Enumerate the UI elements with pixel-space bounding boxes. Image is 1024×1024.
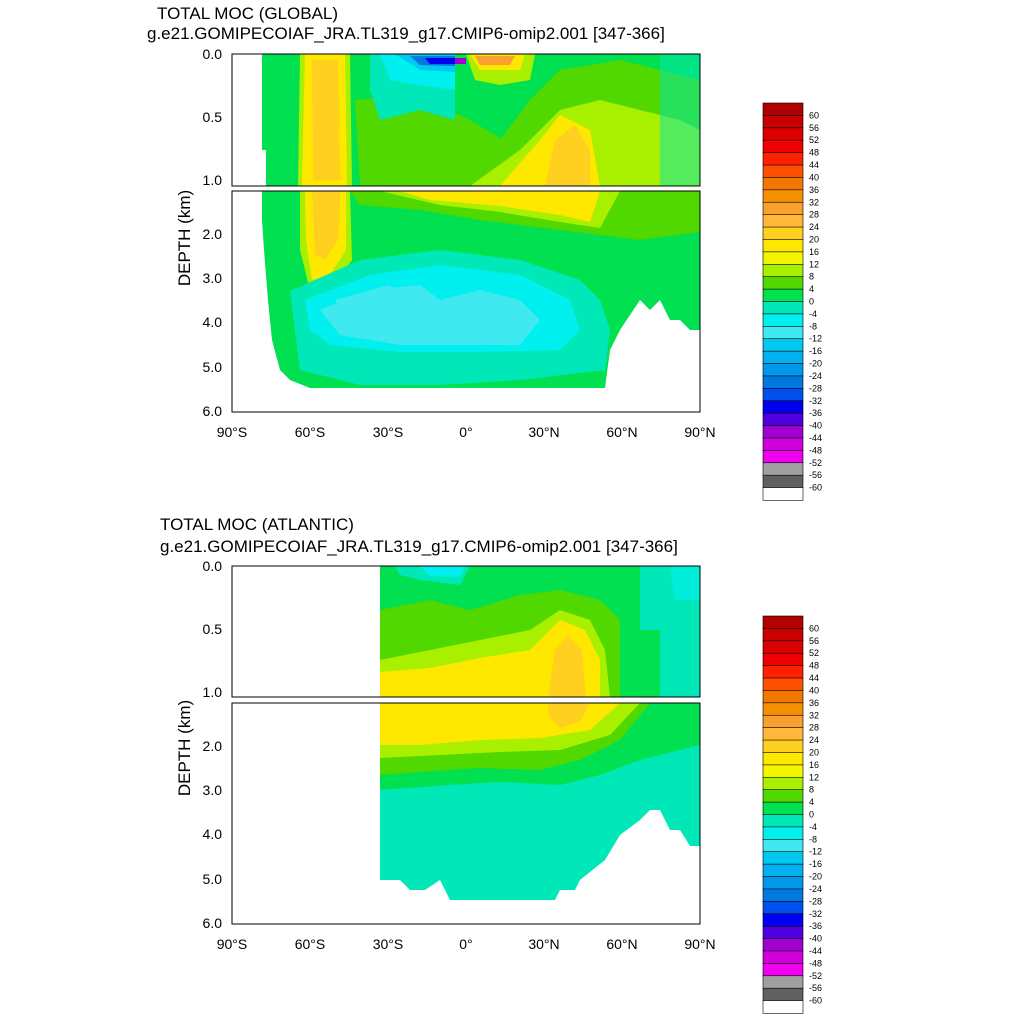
x-tick-label: 60°S (295, 424, 326, 440)
colorbar-swatch (762, 363, 804, 377)
colorbar-label: -16 (809, 346, 822, 356)
colorbar-label: -40 (809, 421, 822, 431)
colorbar-swatch (762, 189, 804, 203)
colorbar-swatch (762, 301, 804, 315)
y-tick-label: 4.0 (203, 314, 223, 330)
colorbar-swatch (762, 276, 804, 290)
colorbar-label: 52 (809, 135, 819, 145)
colorbar-label: 44 (809, 160, 819, 170)
colorbar-swatch (762, 326, 804, 340)
colorbar-label: 28 (809, 210, 819, 220)
colorbar-swatch (762, 437, 804, 451)
colorbar-swatch (762, 226, 804, 241)
y-tick-label: 2.0 (203, 226, 223, 242)
colorbar-label: 60 (809, 110, 819, 120)
colorbar-label: -12 (809, 334, 822, 344)
colorbar-swatch (762, 338, 804, 352)
x-tick-label: 0° (459, 424, 472, 440)
panel-1-title: TOTAL MOC (GLOBAL) (157, 4, 339, 23)
colorbar-swatch (762, 127, 804, 141)
colorbar-swatch (762, 388, 804, 402)
global-upper-fill (232, 54, 700, 186)
x-tick-label: 90°N (684, 424, 715, 440)
y-tick-label: 1.0 (203, 172, 223, 188)
y-axis-label: DEPTH (km) (175, 190, 194, 286)
colorbar-swatch (762, 214, 804, 228)
colorbar-label: -44 (809, 433, 822, 443)
colorbar-label: -28 (809, 383, 822, 393)
y-tick-label: 5.0 (203, 359, 223, 375)
global-axes: 0.0 0.5 1.0 2.0 3.0 4.0 5.0 6.0 90°S 60°… (175, 46, 716, 440)
colorbar-label: 56 (809, 123, 819, 133)
colorbar-swatch (762, 350, 804, 365)
colorbar-swatch (762, 152, 804, 166)
y-tick-label: 3.0 (203, 270, 223, 286)
x-tick-label: 30°N (528, 424, 559, 440)
colorbar-label: -48 (809, 445, 822, 455)
colorbar-swatch (762, 375, 804, 389)
colorbar-swatch (762, 263, 804, 278)
colorbar-swatch (762, 474, 804, 489)
colorbar-label: -4 (809, 309, 817, 319)
colorbar-label: 16 (809, 247, 819, 257)
global-lower-fill (232, 191, 700, 412)
colorbar-label: 40 (809, 172, 819, 182)
colorbar-label: -56 (809, 470, 822, 480)
colorbar-label: -36 (809, 408, 822, 418)
colorbar-swatch (762, 313, 804, 327)
panel-2-subtitle: g.e21.GOMIPECOIAF_JRA.TL319_g17.CMIP6-om… (160, 537, 678, 556)
colorbar-label: -24 (809, 371, 822, 381)
y-tick-label: 0.5 (203, 109, 223, 125)
colorbar-label: -52 (809, 458, 822, 468)
global-colorbar: 60565248444036322824201612840-4-8-12-16-… (762, 102, 822, 501)
colorbar-label: -20 (809, 359, 822, 369)
x-tick-label: 30°S (373, 424, 404, 440)
colorbar-swatch (762, 251, 804, 265)
colorbar-swatch (762, 177, 804, 191)
colorbar-label: 12 (809, 259, 819, 269)
colorbar-swatch (762, 425, 804, 439)
colorbar-swatch (762, 462, 804, 476)
colorbar-label: 8 (809, 272, 814, 282)
colorbar-label: -32 (809, 396, 822, 406)
colorbar-swatch (762, 102, 804, 117)
colorbar-swatch (762, 239, 804, 253)
colorbar-label: 36 (809, 185, 819, 195)
colorbar-swatch (762, 487, 804, 501)
colorbar-label: 20 (809, 234, 819, 244)
y-tick-label: 6.0 (203, 403, 223, 419)
colorbar-swatch (762, 400, 804, 414)
colorbar-label: 48 (809, 148, 819, 158)
colorbar-swatch (762, 164, 804, 179)
colorbar-label: 4 (809, 284, 814, 294)
colorbar-label: 0 (809, 297, 814, 307)
panel-2-title: TOTAL MOC (ATLANTIC) (160, 515, 354, 534)
colorbar-swatch (762, 288, 804, 303)
colorbar-swatch (762, 115, 804, 129)
panel-1-subtitle: g.e21.GOMIPECOIAF_JRA.TL319_g17.CMIP6-om… (147, 24, 665, 43)
colorbar-swatch (762, 412, 804, 427)
colorbar-swatch (762, 450, 804, 464)
colorbar-label: -60 (809, 483, 822, 493)
colorbar-label: -8 (809, 321, 817, 331)
colorbar-label: 32 (809, 197, 819, 207)
colorbar-swatch (762, 139, 804, 154)
x-tick-label: 60°N (606, 424, 637, 440)
colorbar-label: 24 (809, 222, 819, 232)
y-tick-label: 0.0 (203, 46, 223, 62)
x-tick-label: 90°S (217, 424, 248, 440)
colorbar-swatch (762, 201, 804, 216)
